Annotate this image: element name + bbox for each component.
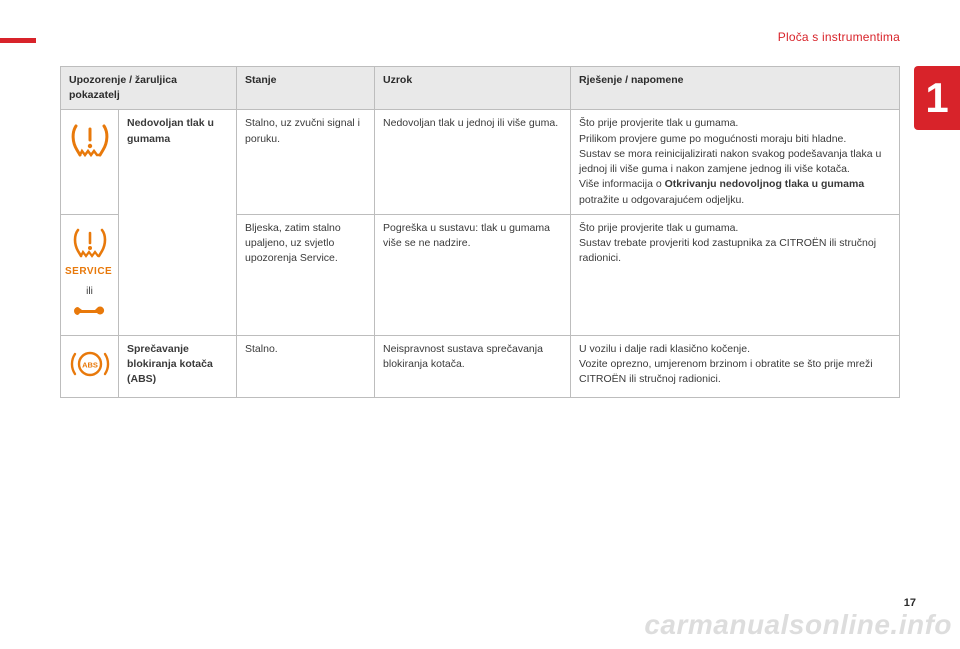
table-header-row: Upozorenje / žaruljica pokazatelj Stanje… (61, 67, 900, 110)
page-container: Ploča s instrumentima 1 Upozorenje / žar… (0, 0, 960, 649)
fix-cell: Što prije provjerite tlak u gumama. Pril… (571, 110, 900, 214)
page-number: 17 (904, 597, 916, 609)
cause-cell: Neispravnost sustava sprečavanja blokira… (375, 335, 571, 397)
fix-cell: Što prije provjerite tlak u gumama. Sust… (571, 214, 900, 335)
th-cause: Uzrok (375, 67, 571, 110)
state-cell: Stalno, uz zvučni signal i poruku. (237, 110, 375, 214)
cause-cell: Pogreška u sustavu: tlak u gumama više s… (375, 214, 571, 335)
tpms-icon (68, 120, 112, 158)
icon-cell-tpms-service: SERVICE ili (61, 214, 119, 335)
service-label: SERVICE (65, 266, 112, 276)
fix-text-post: potražite u odgovarajućem odjeljku. (579, 194, 744, 206)
state-cell: Bljeska, zatim stalno upaljeno, uz svjet… (237, 214, 375, 335)
icon-cell-abs: ABS (61, 335, 119, 397)
th-state: Stanje (237, 67, 375, 110)
wrench-icon (73, 304, 107, 320)
tpms-icon (68, 225, 112, 259)
chapter-tab: 1 (914, 66, 960, 130)
th-indicator: Upozorenje / žaruljica pokazatelj (61, 67, 237, 110)
th-fix: Rješenje / napomene (571, 67, 900, 110)
fix-text-bold: Otkrivanju nedovoljnog tlaka u gumama (665, 178, 865, 190)
table-row: ABS Sprečavanje blokiranja kotača (ABS) … (61, 335, 900, 397)
warning-table-wrap: Upozorenje / žaruljica pokazatelj Stanje… (60, 66, 900, 398)
icon-cell-tpms (61, 110, 119, 214)
ili-label: ili (63, 285, 116, 300)
fix-cell: U vozilu i dalje radi klasično kočenje. … (571, 335, 900, 397)
header-accent-bar (0, 38, 36, 43)
svg-text:ABS: ABS (82, 360, 98, 369)
name-cell-abs: Sprečavanje blokiranja kotača (ABS) (119, 335, 237, 397)
section-title: Ploča s instrumentima (778, 30, 900, 44)
cause-cell: Nedovoljan tlak u jednoj ili više guma. (375, 110, 571, 214)
name-cell-tpms: Nedovoljan tlak u gumama (119, 110, 237, 335)
table-row: Nedovoljan tlak u gumama Stalno, uz zvuč… (61, 110, 900, 214)
abs-icon: ABS (70, 346, 110, 382)
chapter-number: 1 (925, 74, 948, 122)
service-text-icon: SERVICE (65, 264, 115, 276)
warning-table: Upozorenje / žaruljica pokazatelj Stanje… (60, 66, 900, 398)
state-cell: Stalno. (237, 335, 375, 397)
watermark-text: carmanualsonline.info (644, 609, 952, 641)
